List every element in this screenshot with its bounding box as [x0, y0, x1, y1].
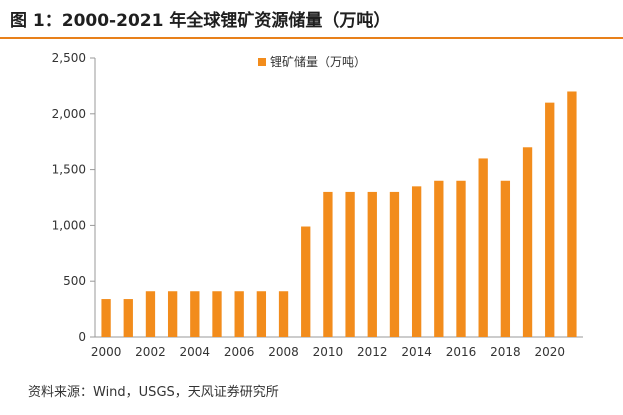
- y-tick-label: 1,500: [52, 163, 86, 177]
- y-tick-label: 2,500: [52, 51, 86, 65]
- bar: [434, 180, 444, 337]
- y-tick-label: 500: [63, 274, 86, 288]
- bar: [101, 299, 111, 337]
- bar: [301, 226, 311, 337]
- x-tick-label: 2016: [446, 345, 477, 359]
- x-tick-label: 2004: [180, 345, 211, 359]
- source-note: 资料来源：Wind，USGS，天风证券研究所: [28, 385, 279, 400]
- x-tick-label: 2012: [357, 345, 388, 359]
- x-tick-label: 2002: [135, 345, 166, 359]
- x-tick-label: 2008: [268, 345, 299, 359]
- bar: [567, 91, 577, 337]
- legend: 锂矿储量（万吨）: [258, 54, 366, 69]
- bar: [323, 191, 333, 337]
- x-tick-label: 2010: [313, 345, 344, 359]
- bar: [278, 291, 289, 337]
- bar: [367, 191, 377, 337]
- bar: [500, 180, 511, 337]
- bar: [145, 291, 156, 337]
- page-title: 图 1：2000-2021 年全球锂矿资源储量（万吨）: [10, 11, 391, 31]
- bar: [345, 191, 355, 337]
- title-rule: [0, 37, 623, 39]
- y-axis: 0 500 1,000 1,500 2,000 2,500: [52, 51, 96, 344]
- x-tick-label: 2006: [224, 345, 255, 359]
- x-tick-label: 2014: [401, 345, 432, 359]
- x-axis: 2000 2002 2004 2006 2008 2010 2012 2014 2016 2018…: [91, 336, 583, 359]
- bar: [256, 291, 267, 337]
- bar: [456, 180, 466, 337]
- x-tick-label: 2020: [534, 345, 565, 359]
- bar: [545, 102, 555, 337]
- x-tick-label: 2018: [490, 345, 521, 359]
- bar: [522, 147, 533, 337]
- legend-swatch: [258, 58, 266, 66]
- bar: [212, 291, 222, 337]
- bar: [167, 291, 178, 337]
- legend-label: 锂矿储量（万吨）: [270, 54, 366, 69]
- x-tick-label: 2000: [91, 345, 122, 359]
- bar: [478, 158, 488, 337]
- bar-series: [101, 91, 577, 337]
- y-tick-label: 2,000: [52, 107, 86, 121]
- bar: [389, 191, 400, 337]
- bar: [190, 291, 200, 337]
- y-tick-label: 0: [78, 330, 86, 344]
- bar: [411, 186, 422, 337]
- y-tick-label: 1,000: [52, 218, 86, 232]
- bar: [123, 299, 133, 337]
- bar: [234, 291, 244, 337]
